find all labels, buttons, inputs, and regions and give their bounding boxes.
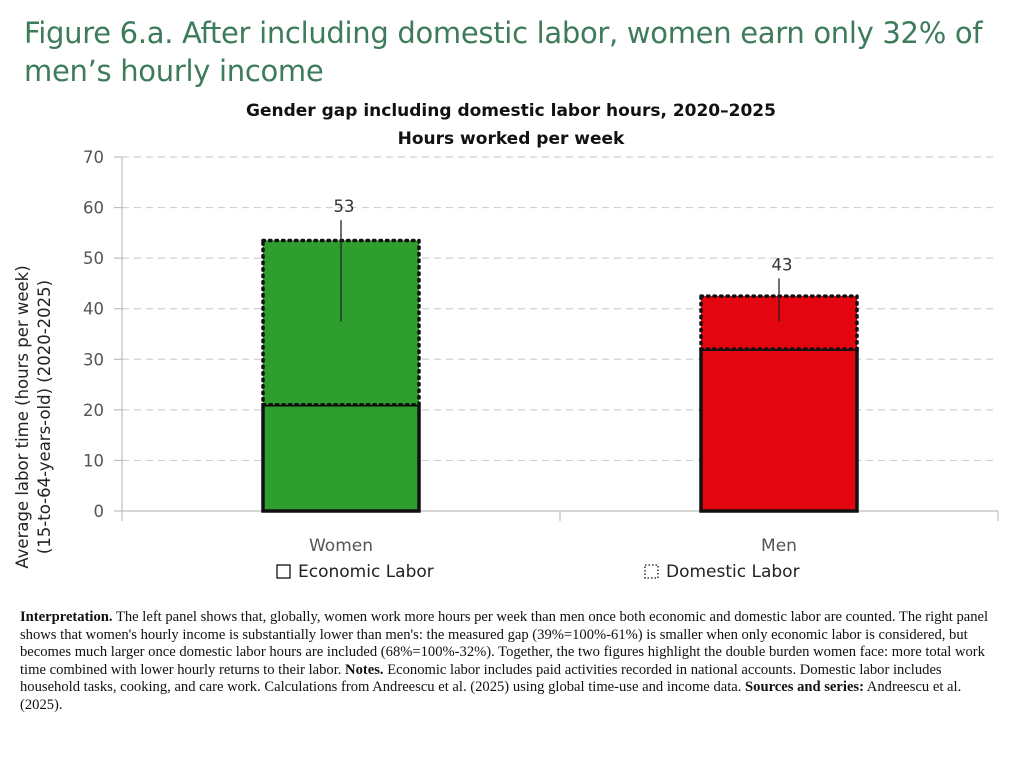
notes-text: Economic labor includes paid activities … [20, 661, 942, 696]
y-tick-label-10: 10 [83, 451, 104, 470]
y-tick-label-30: 30 [83, 350, 104, 369]
legend-label-economic-labor: Economic Labor [298, 562, 434, 582]
gridlines [122, 156, 998, 462]
data-label-men: 43 [772, 255, 793, 274]
chart-title: Gender gap including domestic labor hour… [246, 101, 776, 121]
data-label-women: 53 [334, 197, 355, 216]
x-tick-label-women: Women [309, 536, 373, 556]
y-tick-label-40: 40 [83, 300, 104, 319]
bars [261, 220, 859, 513]
y-tick-label-0: 0 [94, 502, 105, 521]
y-tick-label-70: 70 [83, 148, 104, 167]
y-tick-label-60: 60 [83, 199, 104, 218]
interpretation-label: Interpretation. [20, 609, 113, 625]
interpretation-text: The left panel shows that, globally, wom… [20, 609, 989, 678]
axes: 0 10 20 30 40 50 60 70 [83, 148, 999, 521]
bar-men-domestic-labor [699, 294, 859, 351]
legend-swatch-domestic-labor [644, 564, 659, 579]
bar-men-economic-labor [699, 347, 859, 513]
legend-label-domestic-labor: Domestic Labor [666, 562, 800, 582]
sources-label: Sources and series: [745, 679, 864, 696]
x-tick-label-men: Men [761, 536, 797, 556]
y-tick-label-50: 50 [83, 249, 104, 268]
chart-subtitle: Hours worked per week [398, 129, 625, 149]
figure-title: Figure 6.a. After including domestic lab… [24, 16, 983, 88]
y-axis-label-line1: Average labor time (hours per week) [13, 265, 32, 568]
labels: 53 Women 43 Men [309, 197, 797, 556]
notes-label: Notes. [345, 661, 384, 678]
sources-text: Andreescu et al. (2025). [20, 679, 962, 713]
y-axis-label-line2: (15-to-64-years-old) (2020-2025) [35, 280, 54, 554]
bar-women-economic-labor [261, 403, 421, 513]
bar-chart: Gender gap including domestic labor hour… [13, 101, 999, 582]
y-axis-label: Average labor time (hours per week) (15-… [13, 265, 54, 568]
legend: Economic Labor Domestic Labor [276, 562, 800, 582]
figure-caption: Interpretation. The left panel shows tha… [20, 609, 990, 715]
legend-swatch-economic-labor [276, 564, 291, 579]
y-tick-label-20: 20 [83, 401, 104, 420]
